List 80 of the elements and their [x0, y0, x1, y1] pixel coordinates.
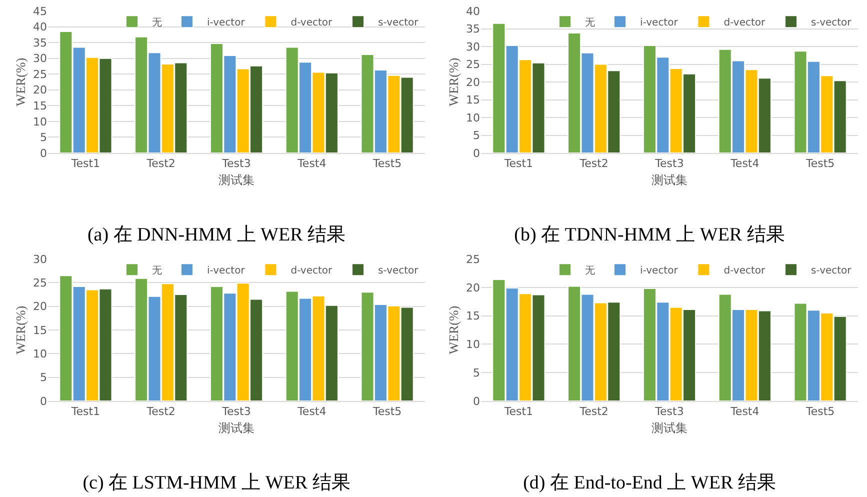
x-tick-label: Test2 [146, 157, 176, 170]
y-tick-label: 20 [33, 84, 47, 97]
y-tick-label: 0 [40, 146, 47, 160]
y-tick-label: 15 [33, 100, 47, 113]
y-tick-label: 30 [33, 252, 47, 266]
x-tick-label: Test2 [578, 157, 608, 170]
y-tick-label: 35 [466, 22, 480, 36]
x-tick-label: Test4 [730, 157, 760, 170]
y-tick-label: 30 [33, 52, 47, 66]
x-tick-label: Test5 [372, 157, 402, 170]
y-tick-label: 5 [473, 366, 480, 380]
legend-label: i-vector [640, 18, 679, 29]
x-axis-title: 测试集 [652, 173, 688, 188]
text: (b) 在 TDNN-HMM 上 WER 结果 [514, 224, 785, 246]
legend-label: s-vector [811, 18, 852, 29]
x-tick-label: Test2 [146, 405, 176, 418]
y-axis-title: WER(%) [12, 58, 28, 106]
text: (a) 在 DNN-HMM 上 WER 结果 [87, 224, 346, 246]
y-tick-label: 25 [33, 68, 47, 81]
x-axis-title: 测试集 [652, 421, 688, 436]
y-axis-title: WER(%) [12, 306, 28, 354]
legend-label: s-vector [378, 18, 420, 29]
y-tick-label: 10 [33, 348, 47, 361]
legend-label: i-vector [207, 18, 246, 29]
y-tick-label: 0 [473, 394, 480, 408]
legend-label: i-vector [640, 266, 679, 277]
y-tick-label: 0 [40, 394, 47, 408]
y-tick-label: 10 [33, 115, 47, 128]
y-tick-label: 15 [33, 324, 47, 337]
x-tick-label: Test2 [578, 405, 608, 418]
legend-label: d-vector [290, 266, 334, 277]
x-axis-title: 测试集 [218, 173, 254, 188]
y-tick-label: 5 [473, 129, 480, 142]
x-tick-label: Test3 [654, 157, 684, 170]
legend-label: d-vector [290, 18, 334, 29]
y-tick-label: 30 [466, 40, 480, 54]
x-tick-label: Test3 [654, 405, 684, 418]
legend-label: i-vector [207, 266, 246, 277]
x-tick-label: Test5 [804, 157, 835, 170]
x-tick-label: Test1 [70, 405, 100, 418]
y-tick-label: 25 [466, 252, 480, 266]
y-axis-title: WER(%) [446, 58, 461, 106]
legend-label: 无 [152, 18, 162, 29]
y-tick-label: 15 [466, 310, 480, 323]
legend-label: 无 [152, 266, 162, 277]
y-tick-label: 20 [466, 76, 480, 89]
y-tick-label: 25 [466, 58, 480, 72]
y-axis-title: WER(%) [446, 306, 461, 354]
x-tick-label: Test4 [730, 405, 760, 418]
legend-label: s-vector [811, 266, 852, 277]
x-tick-label: Test5 [372, 405, 402, 418]
y-tick-label: 45 [33, 4, 47, 18]
legend-label: 无 [585, 266, 595, 277]
y-tick-label: 10 [466, 111, 480, 124]
text: (d) 在 End-to-End 上 WER 结果 [523, 472, 776, 494]
legend-label: d-vector [724, 18, 766, 29]
legend-label: d-vector [724, 266, 766, 277]
legend-label: s-vector [378, 266, 420, 277]
x-tick-label: Test1 [503, 157, 534, 170]
x-tick-label: Test5 [804, 405, 835, 418]
y-tick-label: 5 [40, 371, 47, 384]
x-tick-label: Test4 [296, 157, 326, 170]
x-tick-label: Test4 [296, 405, 326, 418]
legend-label: 无 [585, 18, 595, 29]
y-tick-label: 0 [473, 146, 480, 160]
y-tick-label: 35 [33, 36, 47, 50]
x-tick-label: Test3 [221, 157, 251, 170]
x-tick-label: Test3 [221, 405, 251, 418]
x-axis-title: 测试集 [218, 421, 254, 436]
y-tick-label: 20 [466, 281, 480, 294]
x-tick-label: Test1 [70, 157, 100, 170]
y-tick-label: 10 [466, 338, 480, 352]
y-tick-label: 20 [33, 300, 47, 314]
y-tick-label: 5 [40, 131, 47, 144]
y-tick-label: 40 [33, 20, 47, 34]
y-tick-label: 25 [33, 276, 47, 290]
y-tick-label: 40 [466, 4, 480, 18]
text: (c) 在 LSTM-HMM 上 WER 结果 [82, 472, 350, 494]
y-tick-label: 15 [466, 94, 480, 107]
x-tick-label: Test1 [503, 405, 534, 418]
